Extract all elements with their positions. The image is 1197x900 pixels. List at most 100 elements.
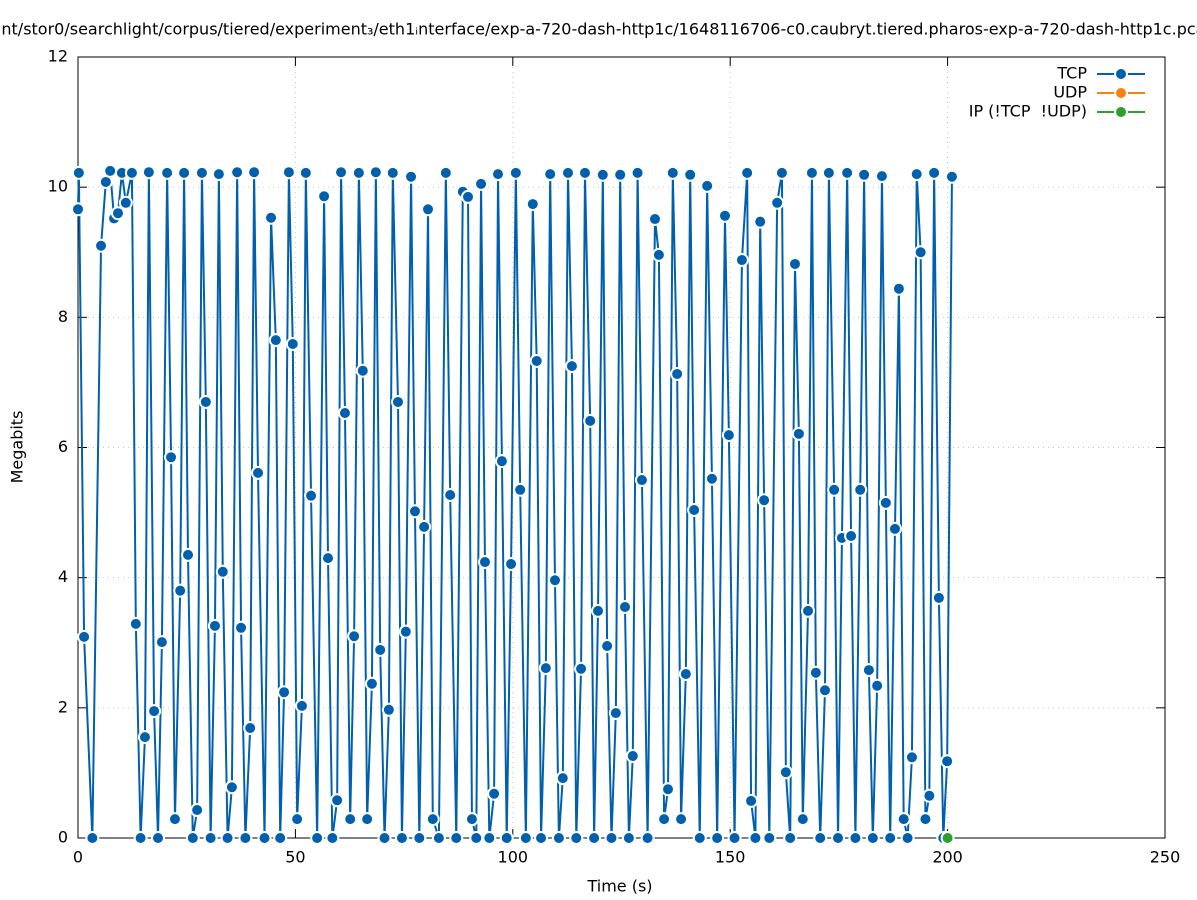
data-point	[674, 812, 689, 827]
data-point	[591, 603, 606, 618]
data-point	[290, 812, 305, 827]
data-point	[600, 639, 615, 654]
data-point	[334, 165, 349, 180]
data-point	[385, 165, 400, 180]
data-point	[247, 165, 262, 180]
data-point	[211, 167, 226, 182]
data-point	[717, 208, 732, 223]
data-point	[167, 812, 182, 827]
data-point	[147, 704, 162, 719]
data-point	[904, 750, 919, 765]
data-point	[661, 782, 676, 797]
data-point	[224, 780, 239, 795]
data-point	[791, 426, 806, 441]
data-point	[721, 428, 736, 443]
data-point	[234, 620, 249, 635]
chart-title: /mnt/stor0/searchlight/corpus/tiered/exp…	[0, 20, 1197, 39]
data-point	[198, 394, 213, 409]
data-point	[918, 812, 933, 827]
data-point	[207, 618, 222, 633]
data-point	[922, 788, 937, 803]
data-point	[194, 165, 209, 180]
data-point	[124, 165, 139, 180]
data-point	[774, 165, 789, 180]
data-point	[425, 812, 440, 827]
data-point	[347, 629, 362, 644]
data-point	[351, 165, 366, 180]
data-point	[321, 551, 336, 566]
data-point	[325, 831, 340, 845]
data-point	[94, 238, 109, 253]
x-axis-label: Time (s)	[586, 877, 652, 896]
data-point	[431, 831, 446, 845]
data-point	[564, 359, 579, 374]
y-tick-label: 2	[58, 697, 68, 716]
data-point	[230, 165, 245, 180]
data-point	[827, 482, 842, 497]
x-tick-label: 0	[73, 848, 83, 867]
data-point	[927, 165, 942, 180]
x-tick-label: 50	[285, 848, 305, 867]
data-point	[874, 169, 889, 184]
data-point	[569, 831, 584, 845]
data-point	[783, 831, 798, 845]
data-point	[640, 831, 655, 845]
data-point	[844, 529, 859, 544]
data-point	[700, 178, 715, 193]
y-tick-label: 8	[58, 307, 68, 326]
data-point	[103, 163, 118, 178]
data-point	[404, 169, 419, 184]
data-point	[118, 195, 133, 210]
data-point	[848, 831, 863, 845]
data-point	[190, 803, 205, 818]
data-point	[857, 167, 872, 182]
legend-marker	[1114, 86, 1128, 100]
data-point	[861, 663, 876, 678]
data-point	[128, 616, 143, 631]
data-point	[583, 413, 598, 428]
legend-label: TCP	[1056, 64, 1087, 83]
data-point	[704, 471, 719, 486]
data-point	[878, 495, 893, 510]
data-point	[317, 189, 332, 204]
data-point	[770, 195, 785, 210]
data-point	[137, 730, 152, 745]
data-point	[133, 831, 148, 845]
data-point	[595, 167, 610, 182]
data-point	[398, 624, 413, 639]
data-point	[529, 353, 544, 368]
data-point	[337, 406, 352, 421]
data-point	[238, 831, 253, 845]
data-point	[111, 206, 126, 221]
x-tick-label: 150	[715, 848, 746, 867]
data-point	[508, 165, 523, 180]
data-point	[443, 488, 458, 503]
data-point	[744, 793, 759, 808]
data-point	[377, 831, 392, 845]
data-point	[368, 165, 383, 180]
data-point	[651, 247, 666, 262]
data-point	[587, 831, 602, 845]
y-axis-label: Megabits	[8, 411, 27, 484]
data-point	[251, 465, 266, 480]
data-point	[220, 831, 235, 845]
data-point	[853, 482, 868, 497]
data-point	[487, 786, 502, 801]
data-point	[203, 831, 218, 845]
data-point	[821, 165, 836, 180]
data-point	[753, 214, 768, 229]
data-point	[304, 488, 319, 503]
data-point	[477, 555, 492, 570]
data-point	[762, 831, 777, 845]
x-tick-label: 250	[1150, 848, 1181, 867]
data-point	[757, 493, 772, 508]
data-point	[692, 831, 707, 845]
data-point	[896, 812, 911, 827]
data-point	[870, 678, 885, 693]
data-point	[634, 473, 649, 488]
data-point	[181, 547, 196, 562]
series	[71, 163, 959, 845]
data-point	[417, 519, 432, 534]
data-point	[268, 333, 283, 348]
